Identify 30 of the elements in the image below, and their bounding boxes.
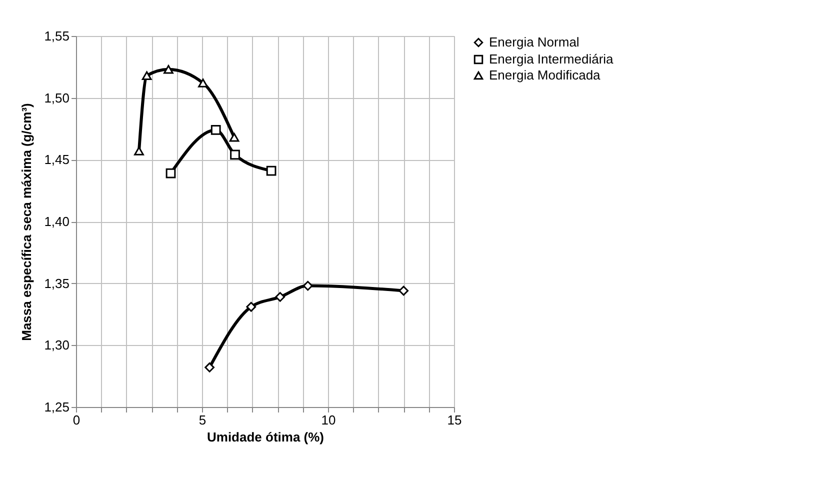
- legend-label: Energia Modificada: [489, 68, 602, 82]
- y-tick-label: 1,30: [44, 338, 70, 353]
- y-axis-title: Massa específica seca máxima (g/cm³): [19, 103, 34, 341]
- legend-label: Energia Normal: [489, 34, 580, 50]
- x-tick-label: 10: [321, 412, 336, 428]
- y-tick-label: 1,35: [44, 276, 70, 291]
- x-axis-title: Umidade ótima (%): [206, 430, 324, 444]
- point: [246, 302, 256, 312]
- point: [398, 286, 409, 296]
- point: [166, 168, 176, 178]
- point: [134, 146, 144, 156]
- point: [142, 71, 152, 80]
- x-tick-label: 5: [198, 412, 206, 428]
- point: [266, 166, 276, 176]
- point: [210, 125, 221, 135]
- point: [204, 362, 214, 372]
- legend-label: Energia Intermediária: [489, 52, 614, 66]
- y-tick-label: 1,45: [44, 152, 70, 168]
- x-tick-label: 0: [72, 412, 80, 428]
- point: [302, 280, 313, 291]
- y-tick-label: 1,50: [44, 90, 70, 106]
- y-tick-label: 1,55: [44, 28, 70, 44]
- x-tick-label: 15: [447, 412, 462, 428]
- y-tick-label: 1,25: [44, 400, 70, 414]
- point: [198, 78, 208, 88]
- point: [229, 133, 240, 142]
- point: [164, 65, 174, 74]
- point: [230, 150, 240, 160]
- y-tick-label: 1,40: [44, 214, 70, 229]
- point: [275, 292, 286, 302]
